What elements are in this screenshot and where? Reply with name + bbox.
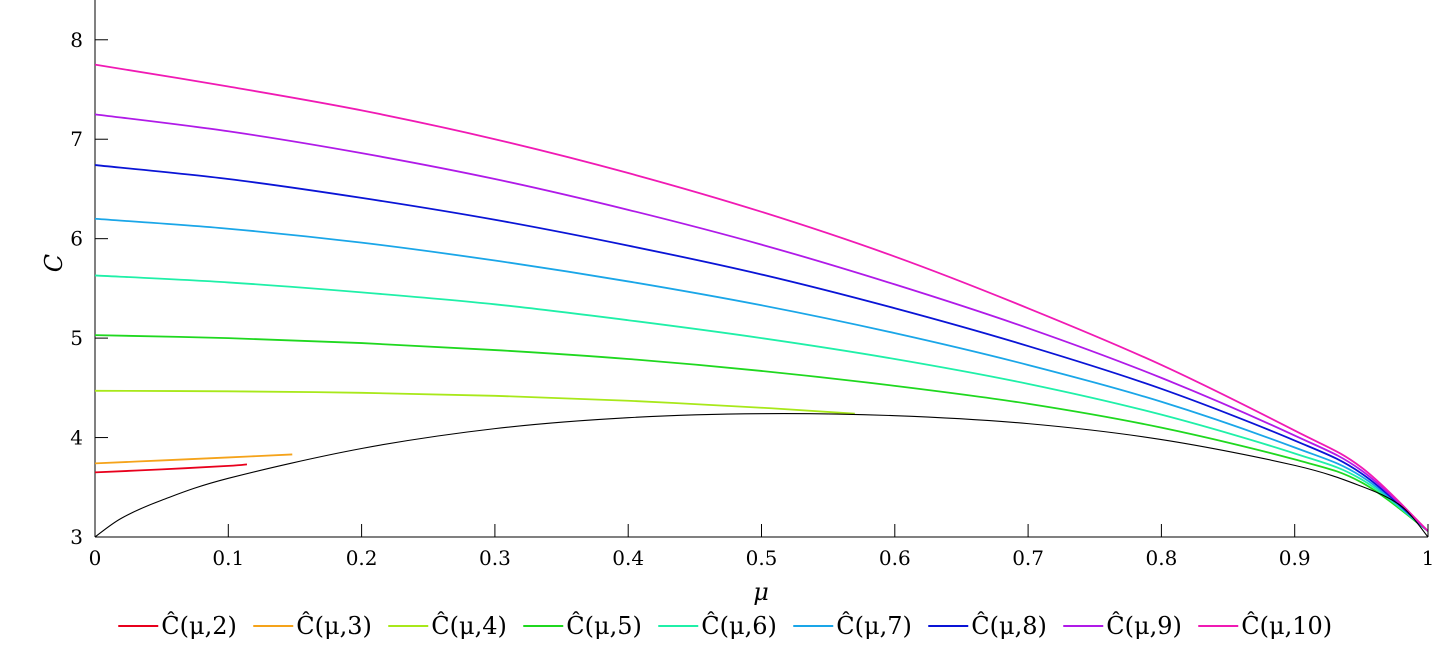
y-tick-label: 5 — [70, 326, 83, 350]
x-tick-label: 1 — [1422, 546, 1435, 570]
series-line-8 — [94, 164, 1429, 532]
y-tick-label: 7 — [70, 127, 83, 151]
x-tick-label: 0.7 — [1012, 546, 1044, 570]
x-tick-label: 0.8 — [1145, 546, 1177, 570]
legend-entry: Ĉ(μ,5) — [566, 611, 642, 640]
legend-entry: Ĉ(μ,2) — [161, 611, 237, 640]
x-tick-label: 0.3 — [479, 546, 511, 570]
legend-entry: Ĉ(μ,7) — [836, 611, 912, 640]
x-tick-label: 0.6 — [879, 546, 911, 570]
series-line-3 — [94, 453, 293, 465]
envelope-curve — [94, 413, 1429, 538]
x-axis-label: μ — [753, 578, 769, 606]
y-tick-label: 4 — [70, 426, 83, 450]
legend-entry: Ĉ(μ,10) — [1241, 611, 1332, 640]
x-tick-label: 0.2 — [346, 546, 378, 570]
legend-entry: Ĉ(μ,3) — [296, 611, 372, 640]
legend-entry: Ĉ(μ,9) — [1106, 611, 1182, 640]
legend-entry: Ĉ(μ,4) — [431, 611, 507, 640]
series-line-2 — [94, 463, 248, 474]
x-tick-label: 0.4 — [612, 546, 644, 570]
ticks: 0 0.1 0.2 0.3 0.4 0.5 0.6 0.7 0.8 0.9 1 3 4 5 6 7 8 — [70, 28, 1434, 570]
series-line-10 — [94, 63, 1429, 532]
legend-entry: Ĉ(μ,6) — [701, 611, 777, 640]
axes — [94, 0, 1428, 538]
series-line-4 — [94, 389, 855, 415]
series-line-7 — [94, 217, 1429, 532]
x-tick-label: 0.1 — [212, 546, 244, 570]
y-tick-label: 3 — [70, 525, 83, 549]
series-line-9 — [94, 113, 1429, 532]
y-axis-label: C — [40, 254, 68, 272]
legend: Ĉ(μ,2) Ĉ(μ,3) Ĉ(μ,4) Ĉ(μ,5) Ĉ(μ,6) Ĉ(μ,7) Ĉ(μ,… — [118, 611, 1332, 640]
y-tick-label: 8 — [70, 28, 83, 52]
y-tick-label: 6 — [70, 227, 83, 251]
x-tick-label: 0.5 — [746, 546, 778, 570]
plot-lines — [94, 63, 1429, 538]
legend-entry: Ĉ(μ,8) — [971, 611, 1047, 640]
x-tick-label: 0.9 — [1279, 546, 1311, 570]
series-line-6 — [94, 274, 1429, 532]
x-tick-label: 0 — [89, 546, 102, 570]
series-line-5 — [94, 334, 1429, 532]
